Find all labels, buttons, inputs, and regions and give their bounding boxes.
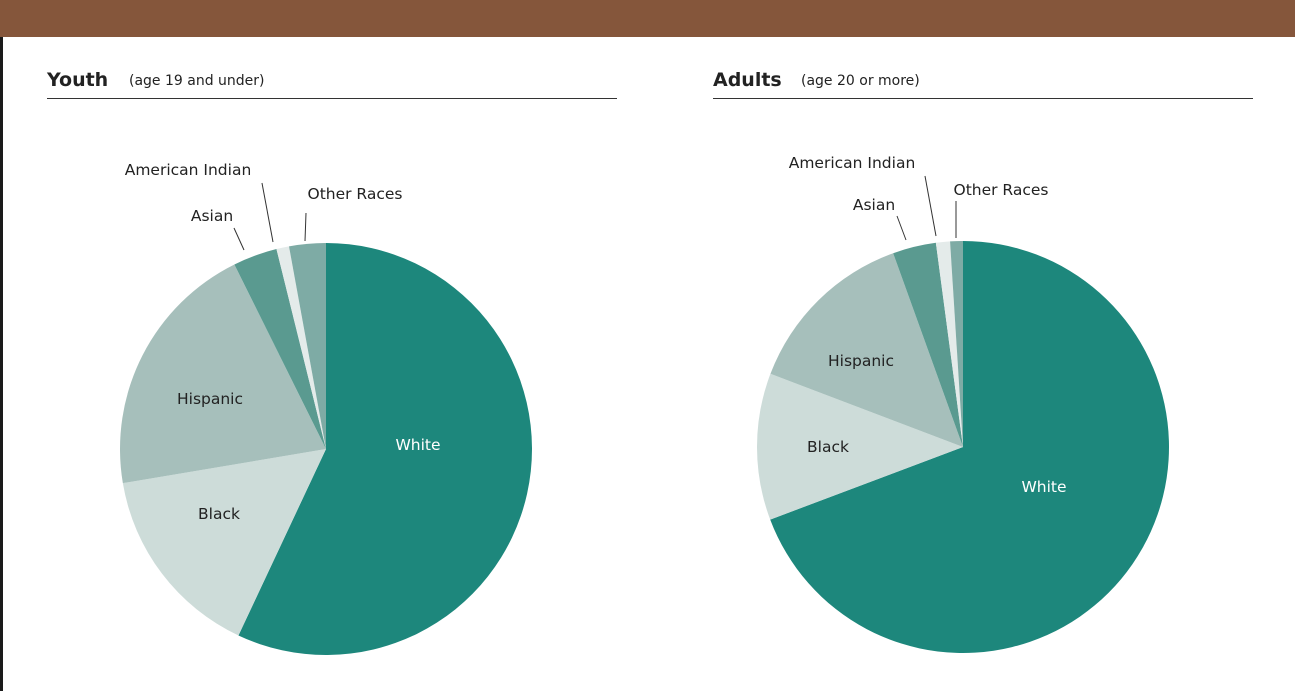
youth-leader-line-american-indian: [261, 182, 274, 243]
youth-label-hispanic: Hispanic: [177, 390, 243, 408]
adults-label-american-indian: American Indian: [789, 154, 916, 172]
adults-label-other-races: Other Races: [954, 181, 1049, 199]
adults-slice-american-indian: [935, 241, 963, 447]
youth-chart-title: Youth: [47, 69, 109, 91]
youth-label-american-indian: American Indian: [125, 161, 252, 179]
adults-label-hispanic: Hispanic: [828, 352, 894, 370]
youth-chart-header: Youth (age 19 and under): [47, 60, 617, 99]
youth-label-white: White: [395, 436, 440, 454]
adults-slice-asian: [893, 242, 963, 447]
adults-slice-hispanic: [770, 253, 963, 447]
youth-leader-line-other-races: [304, 212, 307, 242]
youth-slice-asian: [234, 249, 326, 449]
adults-leader-line-asian: [896, 215, 907, 241]
youth-slice-american-indian: [276, 246, 326, 449]
adults-slice-black: [757, 373, 963, 520]
youth-slice-hispanic: [120, 264, 326, 484]
youth-label-other-races: Other Races: [308, 185, 403, 203]
adults-chart-header: Adults (age 20 or more): [713, 60, 1253, 99]
adults-leader-line-american-indian: [924, 175, 937, 237]
youth-label-black: Black: [198, 505, 240, 523]
youth-label-asian: Asian: [191, 207, 233, 225]
adults-label-white: White: [1021, 478, 1066, 496]
youth-slice-white: [238, 243, 533, 656]
left-border: [0, 37, 3, 691]
adults-label-asian: Asian: [853, 196, 895, 214]
header-bar: [0, 0, 1295, 37]
youth-chart-subtitle: (age 19 and under): [129, 73, 265, 89]
adults-label-black: Black: [807, 438, 849, 456]
youth-slice-black: [122, 449, 326, 636]
adults-slice-other-races: [950, 241, 963, 447]
adults-chart-subtitle: (age 20 or more): [801, 73, 920, 89]
adults-slice-white: [770, 241, 1169, 653]
youth-leader-line-asian: [233, 227, 245, 251]
adults-chart-title: Adults: [713, 69, 782, 91]
youth-slice-other-races: [289, 243, 326, 449]
